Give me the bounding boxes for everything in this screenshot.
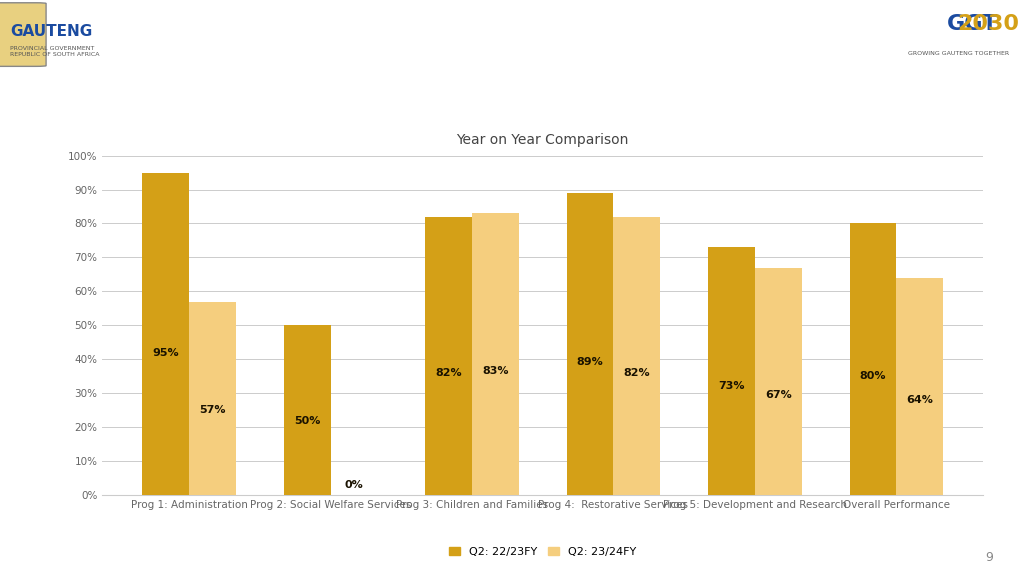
Text: 64%: 64% xyxy=(906,395,933,405)
Bar xyxy=(755,268,802,495)
FancyBboxPatch shape xyxy=(0,3,46,66)
Text: 0%: 0% xyxy=(344,480,364,490)
Text: 82%: 82% xyxy=(435,367,462,378)
Bar xyxy=(613,217,660,495)
Bar xyxy=(896,278,943,495)
Text: 73%: 73% xyxy=(718,381,744,391)
Bar xyxy=(709,247,755,495)
Bar xyxy=(284,325,331,495)
Bar xyxy=(850,223,896,495)
Text: GGT: GGT xyxy=(947,14,998,34)
Text: 57%: 57% xyxy=(200,405,225,415)
Bar xyxy=(472,213,519,495)
Text: GROWING GAUTENG TOGETHER: GROWING GAUTENG TOGETHER xyxy=(907,51,1009,56)
Text: 89%: 89% xyxy=(577,357,603,367)
Bar xyxy=(566,193,613,495)
Text: 50%: 50% xyxy=(294,416,321,426)
Bar xyxy=(142,173,189,495)
Bar xyxy=(425,217,472,495)
Text: 95%: 95% xyxy=(153,348,179,358)
Text: 80%: 80% xyxy=(860,371,886,381)
Text: 2030: 2030 xyxy=(956,14,1019,34)
Bar xyxy=(189,302,236,495)
Text: PROVINCIAL GOVERNMENT
REPUBLIC OF SOUTH AFRICA: PROVINCIAL GOVERNMENT REPUBLIC OF SOUTH … xyxy=(10,47,99,57)
Text: 9: 9 xyxy=(985,551,993,564)
Title: Year on Year Comparison: Year on Year Comparison xyxy=(457,134,629,147)
Text: GAUTENG: GAUTENG xyxy=(10,24,92,39)
Text: 82%: 82% xyxy=(624,367,650,378)
Text: Quarterly Year On Year Comparison: Quarterly Year On Year Comparison xyxy=(45,90,601,118)
Text: 83%: 83% xyxy=(482,366,509,376)
Legend: Q2: 22/23FY, Q2: 23/24FY: Q2: 22/23FY, Q2: 23/24FY xyxy=(444,542,641,561)
Text: 67%: 67% xyxy=(765,390,792,400)
